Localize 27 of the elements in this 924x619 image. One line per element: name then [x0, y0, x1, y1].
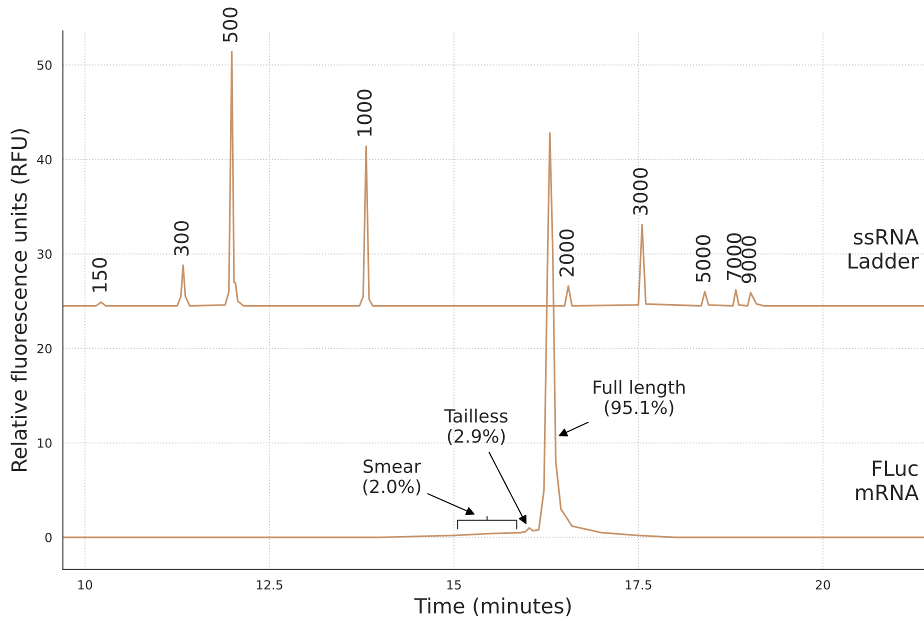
- annotation: 2000: [559, 230, 574, 276]
- x-tick-label: 15: [447, 580, 461, 590]
- annotation: 1000: [357, 90, 372, 136]
- annotation: Tailless (2.9%): [444, 408, 508, 446]
- annotation: 7000: [726, 233, 742, 280]
- y-tick-label: 40: [37, 154, 52, 164]
- annotation: 9000: [742, 236, 756, 284]
- x-tick-label: 20: [816, 580, 830, 590]
- annotation: 300: [174, 221, 189, 256]
- y-axis-title: Relative fluorescence units (RFU): [10, 129, 30, 471]
- annotation: 3000: [633, 168, 648, 215]
- x-tick-label: 12.5: [256, 580, 282, 590]
- y-tick-label: 20: [37, 344, 52, 354]
- x-tick-label: 17.5: [626, 580, 652, 590]
- series-label: ssRNA Ladder: [848, 229, 919, 269]
- x-tick-label: 10: [78, 580, 92, 590]
- series-label: FLuc mRNA: [856, 460, 919, 500]
- y-tick-label: 0: [45, 532, 52, 542]
- y-tick-label: 50: [37, 60, 52, 70]
- y-tick-label: 10: [38, 438, 52, 448]
- x-axis-title: Time (minutes): [414, 598, 571, 616]
- annotation: Full length (95.1%): [594, 380, 685, 416]
- annotation: Smear (2.0%): [363, 459, 422, 496]
- annotation: 150: [92, 258, 107, 292]
- annotation: 5000: [696, 235, 710, 282]
- annotation: 500: [222, 8, 238, 42]
- y-tick-label: 30: [37, 249, 52, 259]
